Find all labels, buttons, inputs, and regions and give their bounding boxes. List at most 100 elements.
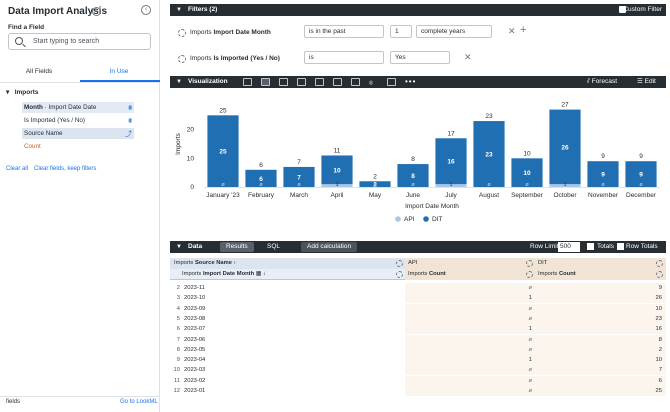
month-cell: 2023-09 (184, 305, 206, 312)
visualization-section-header[interactable]: ▼ Visualization ⌾ ••• ⫽ Forecast ☰ Edit (170, 76, 666, 88)
totals-checkbox[interactable] (587, 243, 594, 250)
x-tick-label: October (553, 192, 577, 199)
go-to-lookml-link[interactable]: Go to LookML (120, 399, 158, 405)
dit-count-cell: 7 (658, 367, 662, 374)
row-number: 8 (176, 346, 180, 353)
collapse-icon[interactable]: ▼ (176, 79, 182, 85)
filter-icon[interactable]: ⩩ (128, 118, 132, 125)
month-column-header[interactable]: Imports Import Date Month ▦ ↓ (182, 271, 266, 277)
area-viz-icon[interactable] (333, 78, 342, 86)
active-tab-indicator (80, 80, 160, 82)
sort-desc-icon[interactable]: ↓ (262, 271, 266, 277)
column-viz-icon[interactable] (261, 78, 270, 86)
totals-label: Totals (597, 243, 614, 250)
tab-results[interactable]: Results (220, 242, 254, 252)
field-is-imported[interactable]: Is Imported (Yes / No) ⩩ (22, 115, 134, 126)
data-label-api: ø (639, 182, 643, 188)
pivot-dimension-header[interactable]: Imports Source Name › (174, 260, 236, 266)
bar-dit (321, 155, 353, 185)
data-label-api: ø (259, 182, 263, 188)
table-row: 12 2023-01 ø 25 (170, 386, 666, 396)
row-totals-checkbox[interactable] (617, 243, 624, 250)
bar-dit (511, 158, 543, 187)
dit-cell-bg (535, 355, 666, 366)
add-filter-icon[interactable]: + (520, 24, 527, 36)
more-viz-icon[interactable]: ••• (405, 77, 417, 86)
table-viz-icon[interactable] (243, 78, 252, 86)
divider (0, 82, 160, 83)
row-limit-input[interactable]: 500 (558, 242, 580, 252)
data-label-dit: 16 (447, 159, 455, 166)
scatter-viz-icon[interactable] (297, 78, 306, 86)
table-row: 5 2023-08 ø 23 (170, 313, 666, 324)
pivot-icon[interactable]: ⤴ (125, 131, 132, 138)
filters-title: Filters (2) (188, 6, 218, 13)
x-axis-label: Import Date Month (405, 203, 459, 210)
tab-all-fields[interactable]: All Fields (25, 68, 53, 75)
gear-icon[interactable] (396, 260, 403, 267)
remove-filter-icon[interactable]: ✕ (464, 52, 472, 62)
filters-section-header[interactable]: ▼ Filters (2) Custom Filter (170, 4, 666, 16)
pie-viz-icon[interactable] (351, 78, 360, 86)
info-icon[interactable]: i (92, 7, 101, 16)
gear-icon[interactable] (656, 260, 663, 267)
remove-filter-icon[interactable]: ✕ (508, 26, 516, 36)
bar-viz-icon[interactable] (279, 78, 288, 86)
filter-value-input[interactable]: Yes (390, 51, 450, 64)
field-import-date-month[interactable]: Month · Import Date Date ⩩ (22, 102, 134, 113)
api-cell-bg (405, 313, 535, 324)
gear-icon[interactable] (656, 271, 663, 278)
filter-icon[interactable]: ⩩ (128, 105, 132, 112)
single-value-viz-icon[interactable] (387, 78, 396, 86)
view-group-imports[interactable]: ▾ Imports (6, 88, 39, 96)
filter-operator-select[interactable]: is (304, 51, 384, 64)
month-cell: 2023-04 (184, 357, 206, 364)
dit-count-cell: 9 (658, 285, 662, 291)
filter-unit-select[interactable]: complete years (416, 25, 492, 38)
custom-filter-checkbox[interactable] (619, 6, 626, 13)
gear-icon[interactable] (526, 260, 533, 267)
data-label-dit: 9 (639, 172, 643, 179)
field-search-input[interactable]: Start typing to search (8, 33, 151, 50)
api-cell-bg (405, 324, 535, 335)
gear-icon[interactable] (396, 271, 403, 278)
clear-fields-link[interactable]: Clear fields, keep filters (34, 166, 97, 172)
api-cell-bg (405, 293, 535, 304)
api-count-header[interactable]: Imports Count (408, 271, 446, 277)
dit-count-header[interactable]: Imports Count (538, 271, 576, 277)
filter-value-input[interactable]: 1 (390, 25, 412, 38)
collapse-icon[interactable]: ▼ (176, 7, 182, 13)
gear-icon[interactable] (178, 29, 186, 37)
clear-all-link[interactable]: Clear all (6, 166, 29, 172)
field-source-name[interactable]: Source Name ⤴ (22, 128, 134, 139)
pivot-dit-header: DIT (538, 260, 548, 266)
map-pin-icon[interactable]: ⌾ (369, 80, 373, 87)
row-number: 2 (176, 285, 180, 291)
month-cell: 2023-01 (184, 388, 206, 394)
forecast-button[interactable]: ⫽ Forecast (587, 78, 618, 85)
collapse-icon[interactable]: ▼ (176, 244, 182, 250)
filter-operator-select[interactable]: is in the past (304, 25, 384, 38)
row-number: 3 (176, 295, 180, 302)
y-axis-label: Imports (175, 132, 182, 154)
gear-icon[interactable] (526, 271, 533, 278)
data-label-api: ø (297, 182, 301, 188)
gear-icon[interactable] (178, 55, 186, 63)
data-section-header[interactable]: ▼ Data Results SQL Add calculation Row L… (170, 241, 666, 253)
filter-row-is-imported: Imports Is Imported (Yes / No) is Yes ✕ (170, 47, 666, 73)
bar-dit (359, 181, 391, 187)
tab-in-use[interactable]: In Use (109, 68, 129, 75)
total-label: 9 (639, 153, 643, 160)
add-calculation-button[interactable]: Add calculation (301, 242, 358, 252)
column-header-row: Imports Import Date Month ▦ ↓ Imports Co… (170, 269, 666, 280)
count-header-bg (535, 269, 666, 280)
line-viz-icon[interactable] (315, 78, 324, 86)
row-limit-label: Row Limit (530, 243, 559, 250)
count-header-bg (405, 269, 535, 280)
tab-sql[interactable]: SQL (267, 243, 281, 250)
field-count[interactable]: Count (22, 141, 134, 152)
edit-viz-button[interactable]: ☰ Edit (637, 78, 656, 85)
legend-label-dit: DIT (432, 216, 443, 223)
collapse-sidebar-icon[interactable]: ‹ (141, 5, 151, 15)
